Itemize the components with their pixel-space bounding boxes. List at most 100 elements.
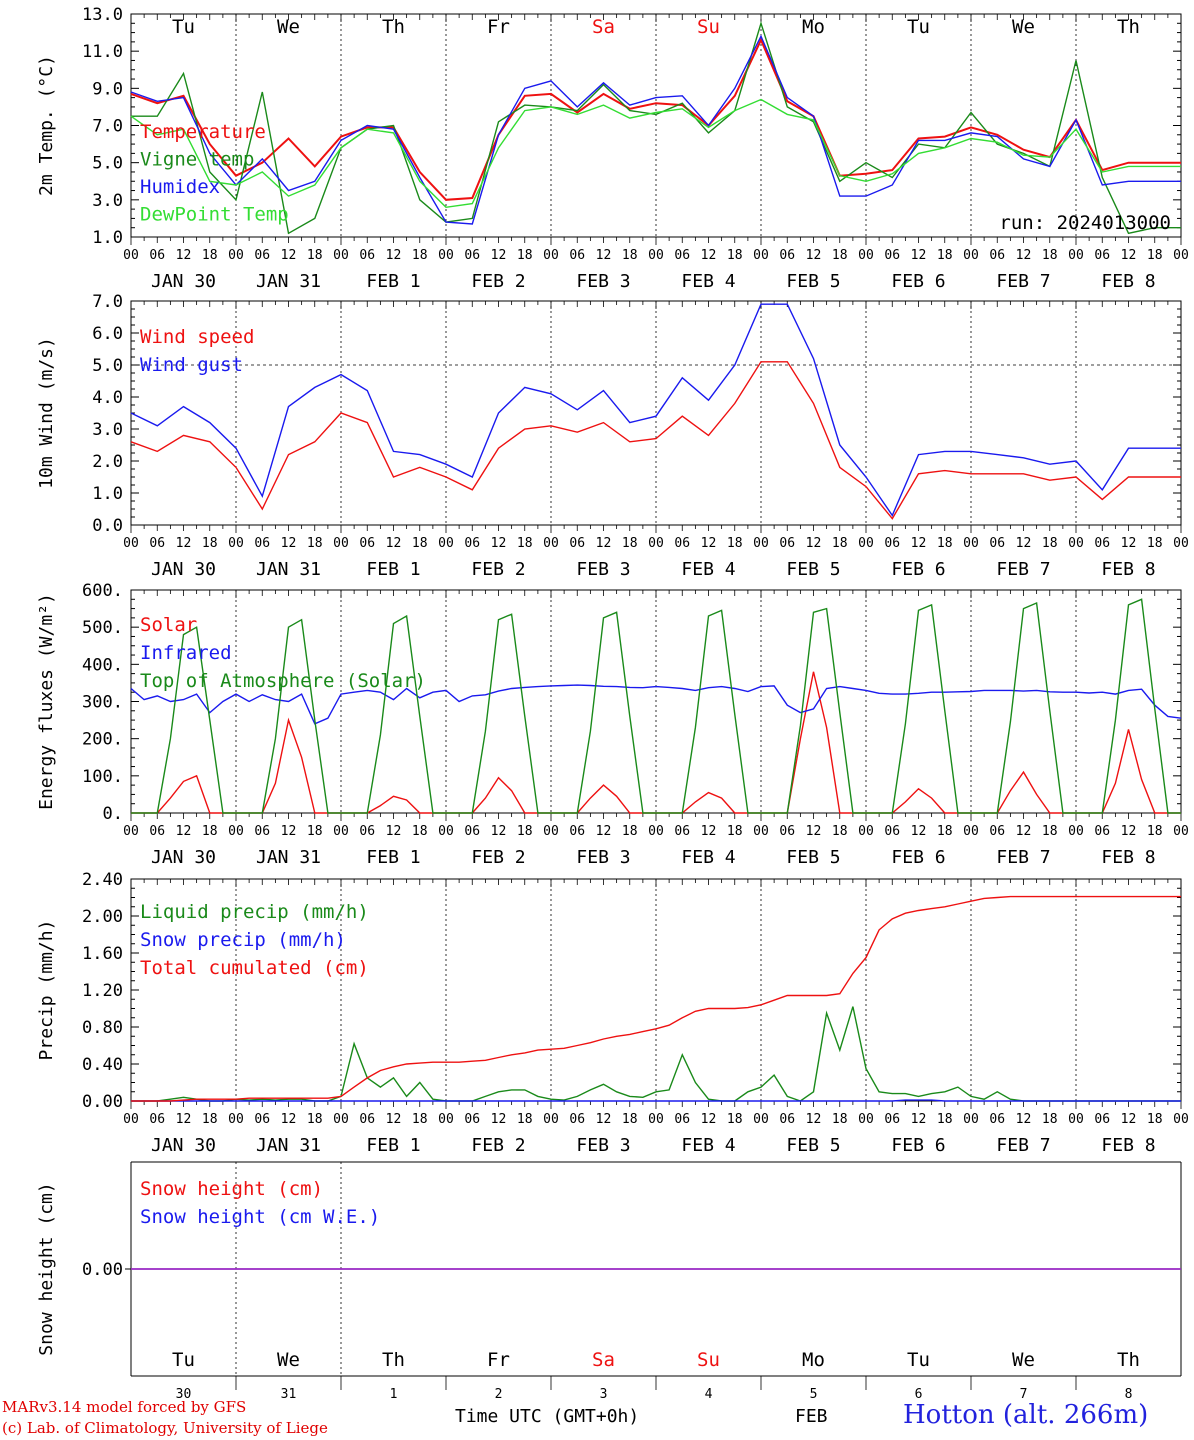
- hour-label: 00: [543, 824, 559, 839]
- hour-label: 12: [806, 248, 822, 263]
- snow-precip-mm-h-line: [131, 1099, 1181, 1102]
- hour-label: 18: [1042, 1112, 1058, 1127]
- day-label: Mo: [802, 16, 825, 38]
- hour-label: 00: [543, 248, 559, 263]
- hour-label: 00: [1173, 248, 1189, 263]
- hour-label: 00: [963, 536, 979, 551]
- day-label: Th: [382, 16, 405, 38]
- date-label: JAN 30: [151, 271, 216, 292]
- y-tick-label: 100.: [82, 767, 123, 787]
- hour-label: 00: [333, 824, 349, 839]
- hour-label: 18: [622, 1112, 638, 1127]
- day-number: 1: [390, 1387, 398, 1402]
- y-tick-label: 0.0: [92, 516, 123, 536]
- date-label: FEB 3: [576, 847, 630, 868]
- hour-label: 06: [1094, 536, 1110, 551]
- hour-label: 12: [176, 536, 192, 551]
- hour-label: 12: [911, 824, 927, 839]
- hour-label: 00: [333, 248, 349, 263]
- day-label: Tu: [172, 16, 195, 38]
- y-tick-label: 500.: [82, 618, 123, 638]
- hour-label: 06: [779, 536, 795, 551]
- hour-label: 12: [1016, 248, 1032, 263]
- hour-label: 00: [438, 248, 454, 263]
- legend-humidex: Humidex: [140, 176, 220, 198]
- hour-label: 06: [1094, 248, 1110, 263]
- hour-label: 00: [648, 248, 664, 263]
- hour-label: 12: [1016, 824, 1032, 839]
- hour-label: 06: [149, 536, 165, 551]
- hour-label: 12: [281, 248, 297, 263]
- y-axis-title: Precip (mm/h): [36, 920, 57, 1061]
- date-label: FEB 6: [891, 847, 945, 868]
- y-tick-label: 7.0: [92, 117, 123, 137]
- y-tick-label: 0.40: [82, 1055, 123, 1075]
- hour-label: 00: [648, 1112, 664, 1127]
- legend-top-of-atmosphere-solar: Top of Atmosphere (Solar): [140, 670, 426, 692]
- day-number: 2: [495, 1387, 503, 1402]
- hour-label: 00: [963, 1112, 979, 1127]
- temperature-line: [130, 37, 1181, 201]
- day-label: Tu: [907, 16, 930, 38]
- hour-label: 06: [359, 824, 375, 839]
- y-tick-label: 2.00: [82, 907, 123, 927]
- y-tick-label: 5.0: [92, 154, 123, 174]
- hour-label: 00: [648, 824, 664, 839]
- hour-label: 00: [1068, 536, 1084, 551]
- hour-label: 12: [176, 1112, 192, 1127]
- hour-label: 06: [674, 248, 690, 263]
- y-tick-label: 1.0: [92, 228, 123, 248]
- dewpoint-temp-line: [130, 98, 1181, 209]
- day-number: 30: [176, 1387, 192, 1402]
- date-label: FEB 1: [366, 559, 420, 580]
- date-label: FEB 2: [471, 847, 525, 868]
- day-number: 5: [810, 1387, 818, 1402]
- hour-label: 00: [963, 248, 979, 263]
- hour-label: 06: [989, 536, 1005, 551]
- hour-label: 06: [674, 536, 690, 551]
- date-label: JAN 31: [256, 271, 321, 292]
- y-tick-label: 2.40: [82, 870, 123, 890]
- hour-label: 06: [359, 248, 375, 263]
- hour-label: 12: [701, 1112, 717, 1127]
- hour-label: 00: [333, 1112, 349, 1127]
- y-tick-label: 6.0: [92, 324, 123, 344]
- hour-label: 12: [1121, 824, 1137, 839]
- hour-label: 06: [569, 248, 585, 263]
- hour-label: 18: [832, 824, 848, 839]
- hour-label: 18: [622, 824, 638, 839]
- humidex-line: [130, 34, 1181, 225]
- wind-gust-line: [130, 303, 1181, 517]
- date-label: FEB 6: [891, 1135, 945, 1156]
- date-label: JAN 31: [256, 559, 321, 580]
- hour-label: 12: [806, 824, 822, 839]
- date-label: JAN 30: [151, 1135, 216, 1156]
- hour-label: 06: [674, 824, 690, 839]
- legend-solar: Solar: [140, 614, 197, 636]
- station-name: Hotton (alt. 266m): [903, 1400, 1149, 1430]
- hour-label: 12: [386, 824, 402, 839]
- y-tick-label: 1.60: [82, 944, 123, 964]
- hour-label: 18: [1147, 824, 1163, 839]
- hour-label: 12: [176, 248, 192, 263]
- hour-label: 12: [701, 536, 717, 551]
- y-tick-label: 1.20: [82, 981, 123, 1001]
- hour-label: 18: [307, 824, 323, 839]
- hour-label: 12: [806, 536, 822, 551]
- hour-label: 18: [412, 536, 428, 551]
- hour-label: 06: [359, 1112, 375, 1127]
- hour-label: 12: [1121, 1112, 1137, 1127]
- hour-label: 06: [149, 824, 165, 839]
- hour-label: 18: [202, 248, 218, 263]
- day-label: Fr: [487, 16, 510, 38]
- hour-label: 06: [779, 824, 795, 839]
- hour-label: 00: [1173, 1112, 1189, 1127]
- hour-label: 12: [491, 824, 507, 839]
- date-label: FEB 3: [576, 271, 630, 292]
- day-label: We: [277, 1349, 300, 1371]
- hour-label: 00: [438, 536, 454, 551]
- hour-label: 06: [464, 824, 480, 839]
- hour-label: 06: [989, 248, 1005, 263]
- hour-label: 06: [149, 1112, 165, 1127]
- day-number: 6: [915, 1387, 923, 1402]
